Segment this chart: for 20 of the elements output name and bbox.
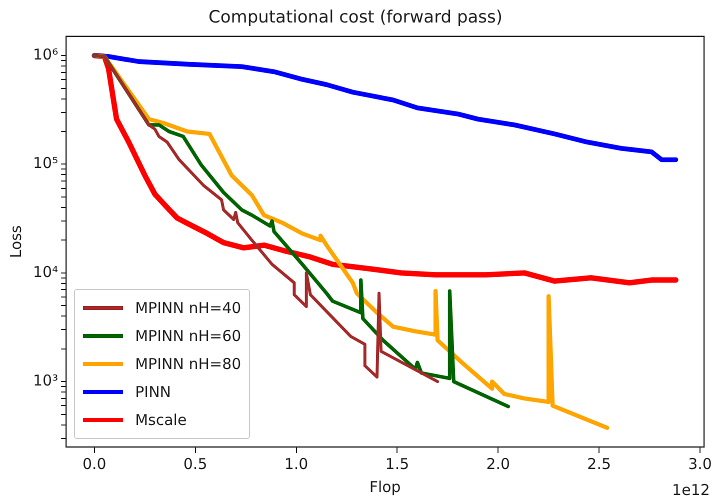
y-tick-label: 10⁵	[32, 154, 58, 172]
y-axis-title: Loss	[6, 225, 25, 258]
y-tick-label: 10⁴	[32, 262, 58, 281]
x-tick-label: 1.5	[385, 454, 410, 473]
x-tick-label: 2.5	[587, 454, 612, 473]
x-tick-label: 1.0	[284, 454, 308, 473]
legend-label: MPINN nH=80	[135, 355, 242, 373]
legend-label: MPINN nH=40	[135, 299, 242, 317]
text: 1e12	[672, 481, 710, 499]
chart-title: Computational cost (forward pass)	[208, 8, 503, 28]
y-tick-label: 10³	[32, 371, 58, 390]
y-tick-label: 10⁶	[32, 45, 58, 64]
x-tick-label: 3.0	[688, 454, 712, 473]
legend-label: PINN	[135, 383, 172, 401]
x-tick-label: 0.5	[183, 454, 208, 473]
x-tick-label: 2.0	[486, 454, 510, 473]
legend-label: Mscale	[135, 411, 187, 429]
x-axis-title: Flop	[369, 478, 401, 496]
x-tick-label: 0.0	[82, 454, 106, 473]
legend-label: MPINN nH=60	[135, 327, 242, 345]
